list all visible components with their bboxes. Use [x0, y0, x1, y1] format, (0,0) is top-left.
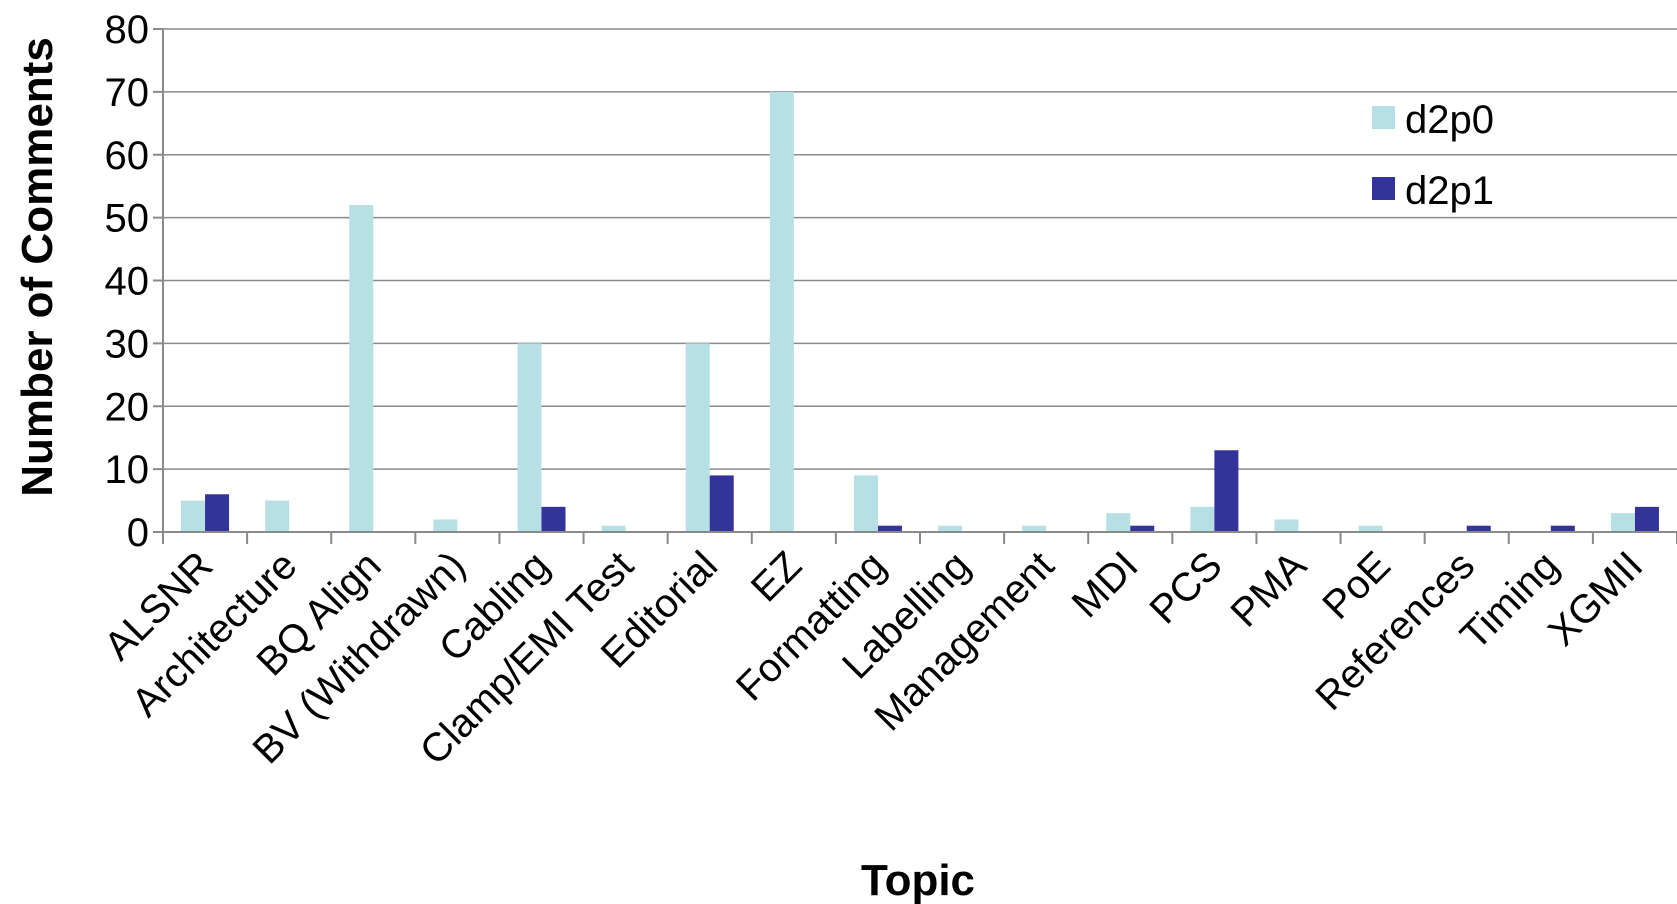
y-tick-label: 80	[105, 8, 150, 52]
bar-d2p0-management	[1022, 525, 1047, 532]
x-tick-label: EZ	[743, 543, 810, 610]
y-tick-label: 70	[105, 71, 150, 115]
y-tick-label: 50	[105, 197, 150, 241]
legend-swatch-d2p1	[1372, 177, 1395, 200]
legend-label-d2p1: d2p1	[1405, 169, 1494, 213]
x-tick-label: PMA	[1222, 543, 1315, 636]
gridlines	[163, 28, 1677, 470]
bar-d2p0-bq-align	[349, 205, 374, 533]
bar-d2p0-labelling	[938, 525, 963, 532]
bar-d2p0-editorial	[685, 343, 710, 532]
bar-d2p0-formatting	[853, 475, 878, 532]
bar-d2p0-pma	[1274, 519, 1299, 532]
bar-d2p0-cabling	[517, 343, 542, 532]
bar-d2p1-formatting	[877, 525, 902, 532]
bar-d2p1-mdi	[1130, 525, 1155, 532]
bar-d2p1-pcs	[1214, 450, 1239, 532]
bar-d2p0-ez	[769, 91, 794, 532]
bar-d2p1-references	[1466, 525, 1491, 532]
x-axis-title: Topic	[861, 856, 975, 904]
y-tick-labels: 0 10 20 30 40 50 60 70 80	[105, 8, 150, 555]
bar-d2p0-poe	[1358, 525, 1383, 532]
y-tick-label: 30	[105, 322, 150, 366]
x-tick-label: XGMII	[1540, 543, 1651, 654]
bar-d2p1-editorial	[709, 475, 734, 532]
bars	[181, 91, 1659, 533]
bar-d2p0-xgmii	[1610, 513, 1635, 532]
bar-d2p0-alsnr	[181, 500, 206, 532]
x-tick-label: MDI	[1064, 543, 1147, 626]
y-tick-label: 40	[105, 260, 150, 304]
bar-d2p1-alsnr	[205, 494, 230, 532]
bar-d2p0-pcs	[1190, 506, 1215, 532]
bar-d2p0-bv-withdrawn	[433, 519, 458, 532]
y-tick-label: 60	[105, 134, 150, 178]
legend-label-d2p0: d2p0	[1405, 98, 1494, 142]
bar-d2p0-architecture	[265, 500, 290, 532]
x-tick-label: Timing	[1452, 543, 1567, 658]
y-axis-title: Number of Comments	[13, 37, 62, 497]
x-tick-label: PCS	[1141, 543, 1230, 632]
legend: d2p0 d2p1	[1372, 98, 1494, 213]
bar-d2p1-timing	[1550, 525, 1575, 532]
axes	[153, 28, 1677, 544]
y-tick-label: 0	[127, 511, 149, 555]
bar-d2p1-cabling	[541, 506, 566, 532]
legend-swatch-d2p0	[1372, 106, 1395, 129]
bar-d2p1-xgmii	[1634, 506, 1659, 532]
y-tick-label: 10	[105, 448, 150, 492]
bar-d2p0-clamp-emi-test	[601, 525, 626, 532]
y-tick-label: 20	[105, 385, 150, 429]
bar-d2p0-mdi	[1106, 513, 1131, 532]
